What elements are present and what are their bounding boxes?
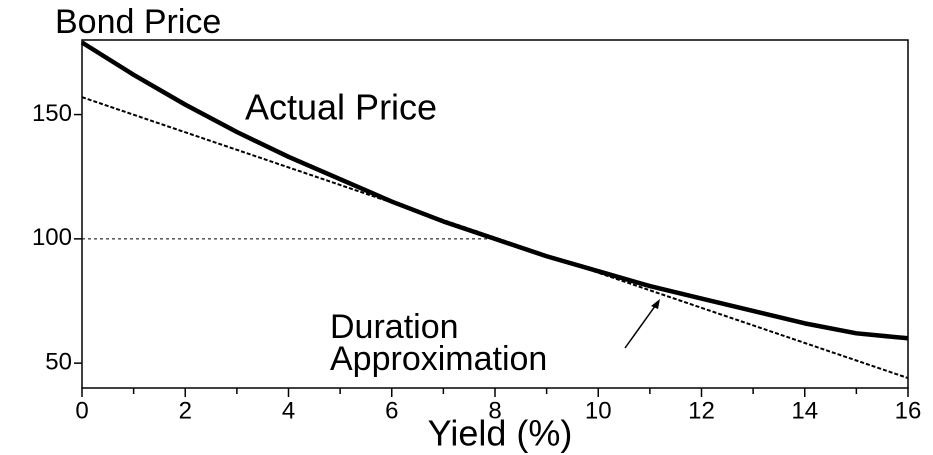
y-tick-label: 100 (32, 224, 72, 251)
annotation: Approximation (330, 340, 547, 378)
x-tick-label: 12 (688, 397, 715, 424)
arrow-head (651, 299, 660, 309)
chart-title: Bond Price (55, 3, 221, 41)
y-tick-label: 50 (45, 348, 72, 375)
annotation: Duration (330, 308, 459, 346)
x-tick-label: 2 (179, 397, 192, 424)
series-line (80, 40, 909, 341)
x-tick-label: 0 (75, 397, 88, 424)
x-tick-label: 10 (585, 397, 612, 424)
x-tick-label: 4 (282, 397, 295, 424)
x-tick-label: 16 (895, 397, 922, 424)
arrow-shaft (624, 301, 659, 349)
y-tick-label: 150 (32, 100, 72, 127)
x-axis-label: Yield (%) (428, 413, 573, 454)
x-tick-label: 6 (385, 397, 398, 424)
series-label: Actual Price (245, 87, 437, 128)
x-tick-label: 8 (488, 397, 501, 424)
x-tick-label: 14 (791, 397, 818, 424)
series-line (81, 96, 909, 380)
